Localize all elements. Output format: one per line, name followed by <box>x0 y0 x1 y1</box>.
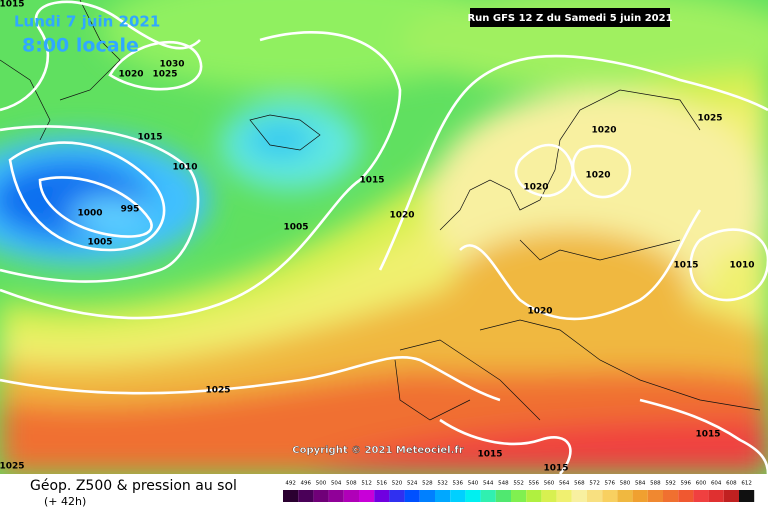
isobar-label: 1025 <box>697 114 722 124</box>
scale-swatch <box>404 490 420 502</box>
scale-swatch <box>328 490 344 502</box>
scale-swatch <box>739 490 755 502</box>
scale-label: 584 <box>635 481 646 487</box>
scale-label: 512 <box>361 481 372 487</box>
scale-swatch <box>526 490 542 502</box>
scale-label: 536 <box>453 481 464 487</box>
isobar-label: 1020 <box>523 183 548 193</box>
scale-label: 532 <box>437 481 448 487</box>
copyright: Copyright © 2021 Meteociel.fr <box>292 445 463 456</box>
scale-swatch <box>678 490 694 502</box>
scale-swatch <box>663 490 679 502</box>
isobar-label: 1015 <box>137 133 162 143</box>
scale-label: 612 <box>741 481 752 487</box>
footer-lead: (+ 42h) <box>44 495 86 508</box>
scale-label: 556 <box>529 481 540 487</box>
scale-swatch <box>571 490 587 502</box>
isobar-label: 1005 <box>87 238 112 248</box>
scale-swatch <box>632 490 648 502</box>
footer-title: Géop. Z500 & pression au sol <box>30 478 237 494</box>
scale-label: 596 <box>681 481 692 487</box>
isobar-label: 1005 <box>283 223 308 233</box>
scale-swatch <box>480 490 496 502</box>
isobar-label: 995 <box>121 205 140 215</box>
scale-label: 524 <box>407 481 418 487</box>
isobar-label: 1025 <box>0 462 25 472</box>
scale-swatch <box>556 490 572 502</box>
scale-label: 564 <box>559 481 570 487</box>
scale-label: 580 <box>620 481 631 487</box>
scale-label: 608 <box>726 481 737 487</box>
scale-swatch <box>450 490 466 502</box>
scale-swatch <box>389 490 405 502</box>
isobar-label: 1015 <box>673 261 698 271</box>
isobar-label: 1020 <box>591 126 616 136</box>
isobar-label: 1015 <box>477 450 502 460</box>
scale-label: 516 <box>377 481 388 487</box>
scale-label: 528 <box>422 481 433 487</box>
run-box <box>470 8 670 27</box>
scale-label: 568 <box>574 481 585 487</box>
scale-swatch <box>298 490 314 502</box>
scale-label: 500 <box>316 481 327 487</box>
scale-swatch <box>465 490 481 502</box>
geopotential-field <box>0 0 768 474</box>
scale-swatch <box>708 490 724 502</box>
isobar-label: 1025 <box>205 386 230 396</box>
isobar-label: 1020 <box>118 70 143 80</box>
scale-swatch <box>435 490 451 502</box>
isobar-label: 1020 <box>585 171 610 181</box>
scale-label: 540 <box>468 481 479 487</box>
scale-label: 592 <box>665 481 676 487</box>
isobar-label: 1015 <box>359 176 384 186</box>
scale-swatch <box>511 490 527 502</box>
scale-label: 508 <box>346 481 357 487</box>
scale-label: 560 <box>544 481 555 487</box>
scale-swatch <box>693 490 709 502</box>
scale-label: 548 <box>498 481 509 487</box>
isobar-label: 1025 <box>152 70 177 80</box>
color-scale: 492 496 500 504 508 512 516 520 524 528 532 536 540 5… <box>283 481 755 502</box>
scale-label: 576 <box>605 481 616 487</box>
scale-swatch <box>419 490 435 502</box>
scale-swatch <box>495 490 511 502</box>
scale-label: 520 <box>392 481 403 487</box>
scale-label: 588 <box>650 481 661 487</box>
scale-label: 496 <box>301 481 312 487</box>
isobar-label: 1000 <box>77 209 102 219</box>
scale-swatch <box>617 490 633 502</box>
scale-swatch <box>283 490 299 502</box>
scale-swatch <box>374 490 390 502</box>
scale-swatch <box>602 490 618 502</box>
scale-swatch <box>313 490 329 502</box>
scale-label: 492 <box>285 481 296 487</box>
scale-swatch <box>587 490 603 502</box>
scale-label: 600 <box>696 481 707 487</box>
isobar-labels: 1015 1030 1020 1025 1015 1010 1015 1020 1025 1000… <box>0 0 755 474</box>
scale-swatch <box>647 490 663 502</box>
isobar-label: 1010 <box>729 261 754 271</box>
forecast-time: 8:00 locale <box>22 35 139 57</box>
scale-label: 572 <box>589 481 600 487</box>
scale-label: 604 <box>711 481 722 487</box>
scale-swatch <box>343 490 359 502</box>
isobar-label: 1015 <box>543 464 568 474</box>
scale-swatch <box>541 490 557 502</box>
isobar-label: 1015 <box>0 0 25 10</box>
scale-swatch <box>359 490 375 502</box>
isobar-label: 1030 <box>159 60 184 70</box>
scale-label: 504 <box>331 481 342 487</box>
scale-label: 552 <box>513 481 524 487</box>
forecast-date: Lundi 7 juin 2021 <box>14 13 160 31</box>
isobar-label: 1020 <box>389 211 414 221</box>
isobar-label: 1010 <box>172 163 197 173</box>
isobar-label: 1015 <box>695 430 720 440</box>
isobar-label: 1020 <box>527 307 552 317</box>
run-info: Run GFS 12 Z du Samedi 5 juin 2021 <box>467 13 672 24</box>
scale-swatch <box>723 490 739 502</box>
scale-label: 544 <box>483 481 494 487</box>
